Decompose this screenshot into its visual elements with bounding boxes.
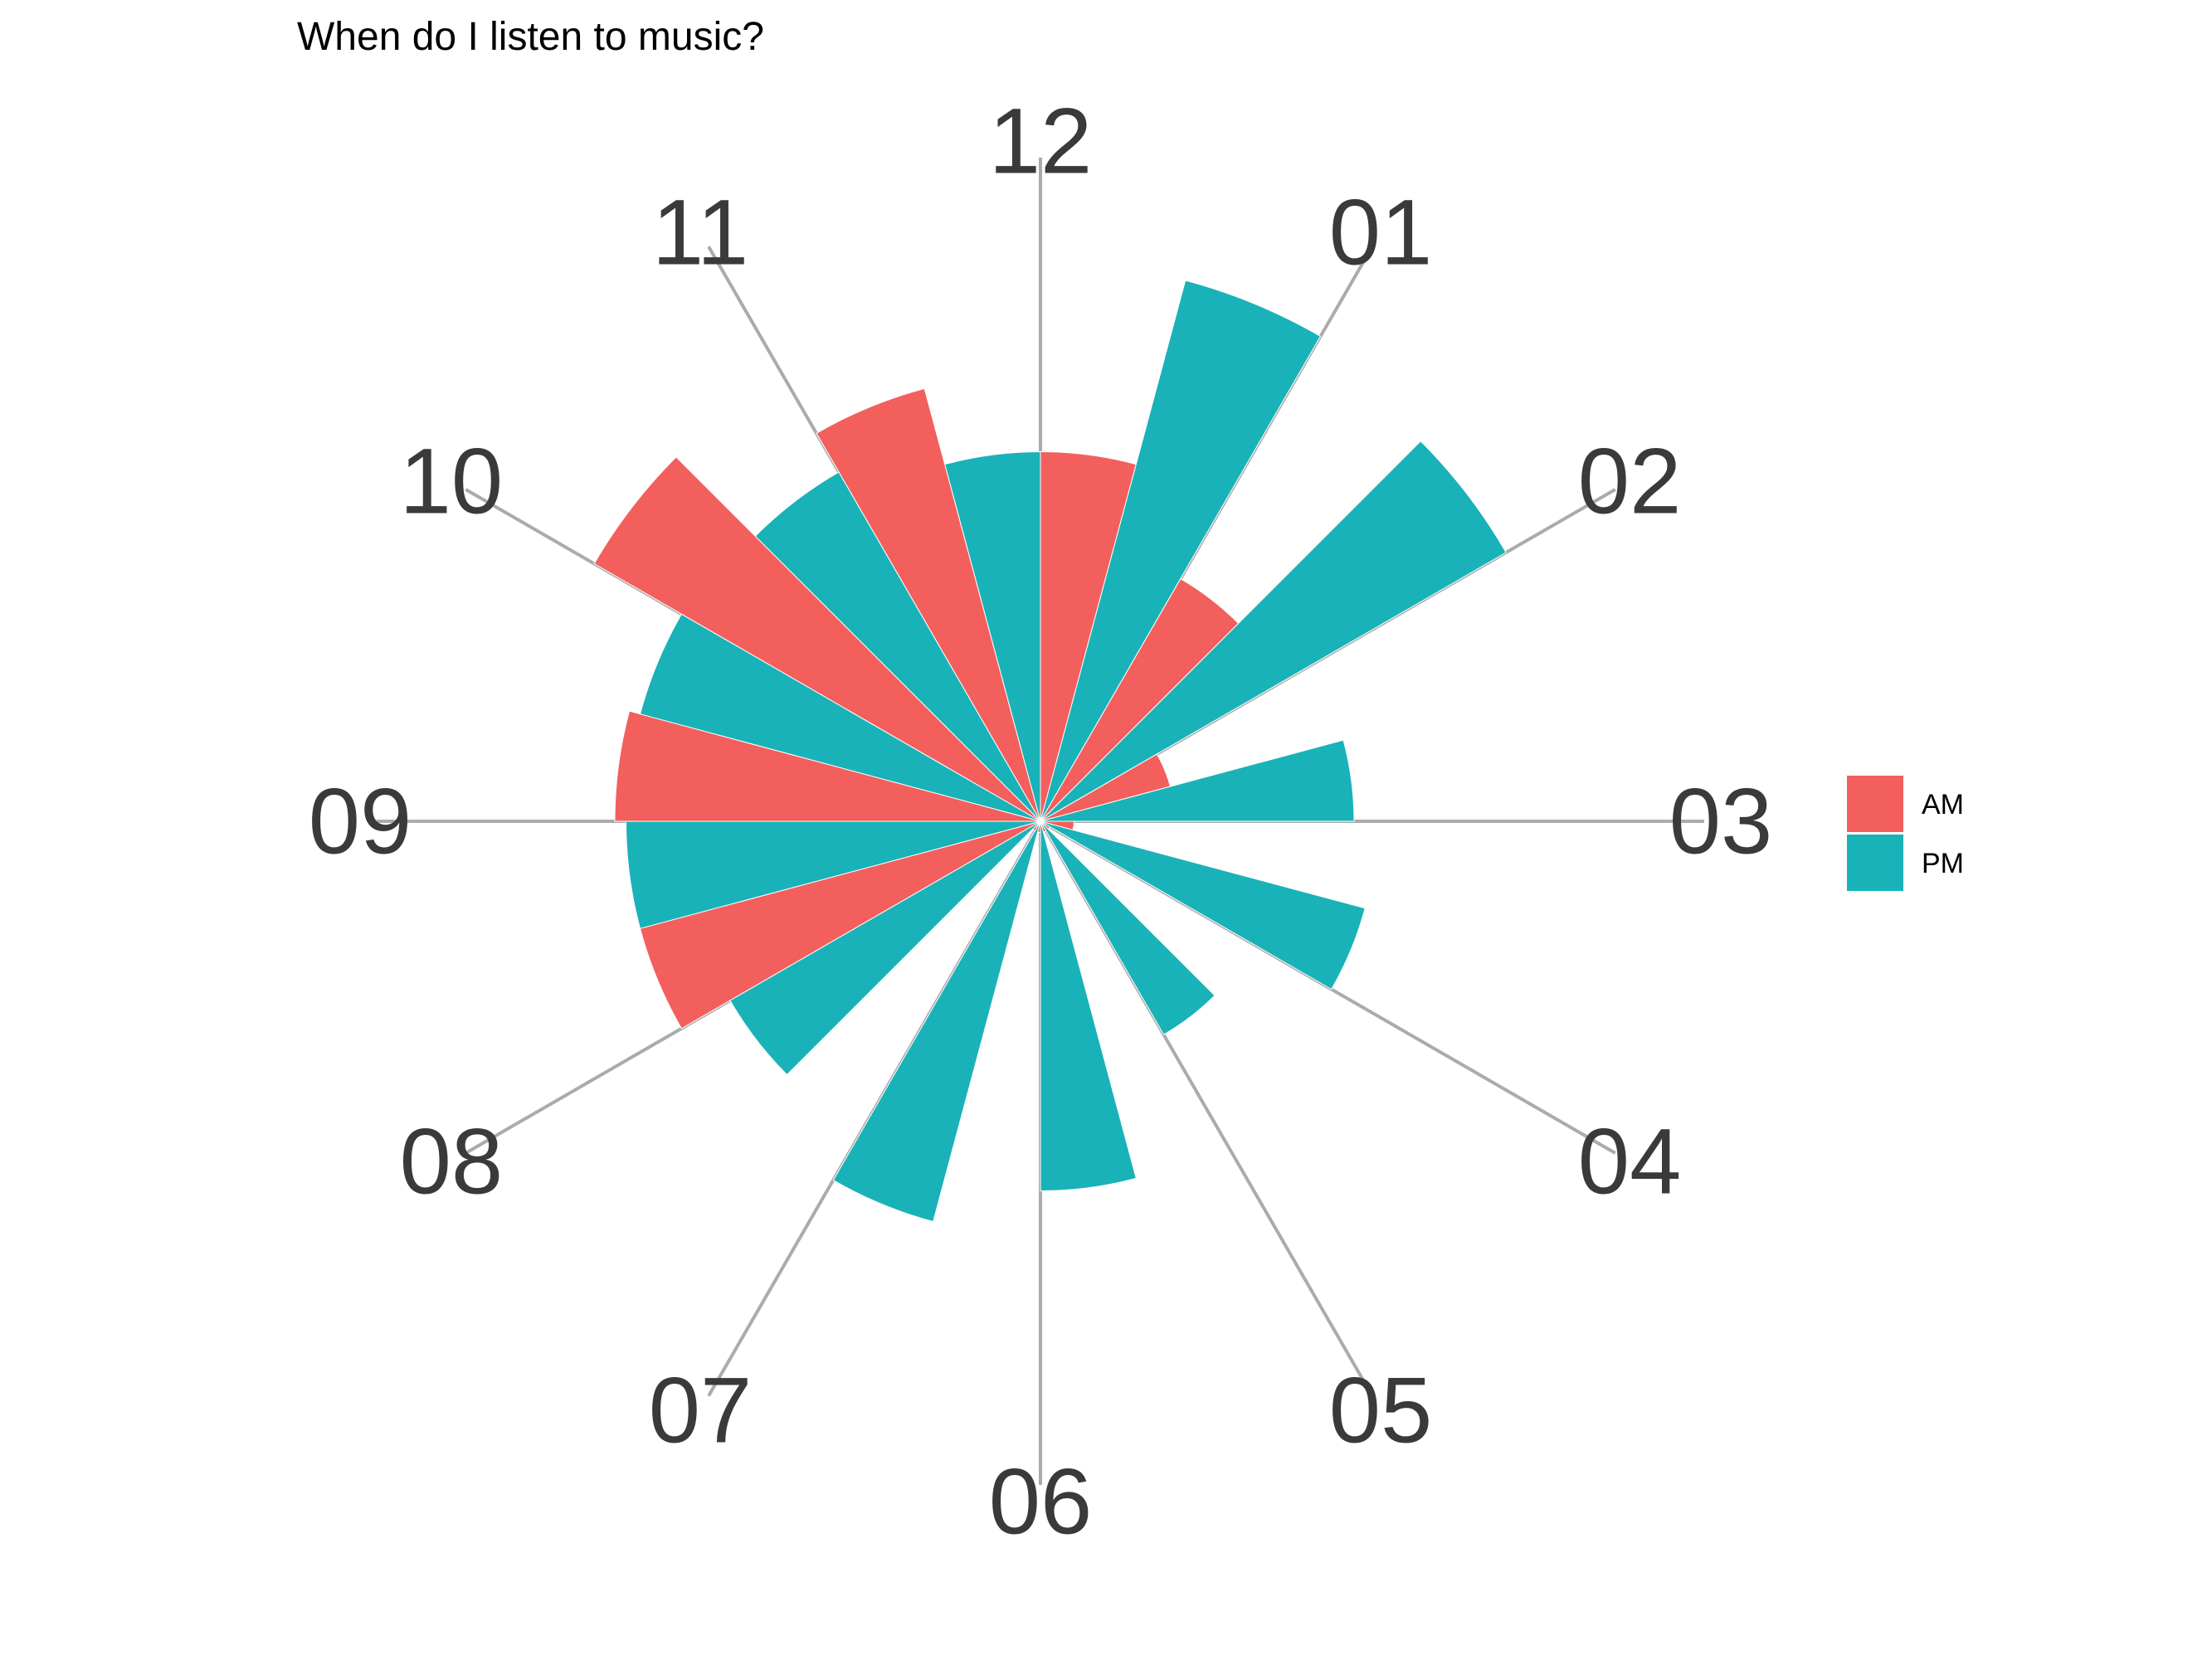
legend-label-am: AM xyxy=(1922,789,1964,820)
bar-pm-09 xyxy=(639,613,1041,822)
legend-swatch-am xyxy=(1847,776,1903,832)
bar-am-09 xyxy=(614,710,1041,822)
chart-title: When do I listen to music? xyxy=(297,15,764,59)
hour-labels: 12 01 02 03 04 05 06 07 08 09 10 11 xyxy=(309,90,1773,1554)
bar-pm-03 xyxy=(1040,820,1366,991)
hour-label-10: 10 xyxy=(400,430,504,533)
legend-label-pm: PM xyxy=(1922,848,1964,879)
bar-pm-11 xyxy=(944,450,1041,822)
hour-label-05: 05 xyxy=(1329,1359,1433,1463)
bar-pm-04 xyxy=(1040,820,1216,1035)
hour-label-07: 07 xyxy=(649,1359,753,1463)
bar-pm-06 xyxy=(832,820,1041,1223)
hour-label-06: 06 xyxy=(989,1450,1093,1554)
bar-pm-10 xyxy=(754,471,1041,822)
legend: AM PM xyxy=(1847,776,1964,891)
bar-pm-12 xyxy=(1040,280,1322,822)
hour-label-01: 01 xyxy=(1329,180,1433,284)
hour-label-11: 11 xyxy=(652,180,748,284)
bars xyxy=(593,280,1507,1223)
hour-label-08: 08 xyxy=(400,1110,504,1214)
bar-am-10 xyxy=(593,456,1041,822)
bar-pm-01 xyxy=(1040,441,1507,822)
bar-pm-07 xyxy=(729,820,1041,1076)
bar-pm-05 xyxy=(1040,820,1137,1192)
legend-swatch-pm xyxy=(1847,835,1903,891)
bar-am-11 xyxy=(816,387,1041,822)
hour-label-09: 09 xyxy=(309,770,412,874)
hour-label-02: 02 xyxy=(1578,430,1682,533)
hour-label-04: 04 xyxy=(1578,1110,1682,1214)
hour-label-12: 12 xyxy=(989,90,1093,193)
bar-pm-08 xyxy=(625,820,1041,929)
hour-label-03: 03 xyxy=(1669,770,1773,874)
bar-pm-02 xyxy=(1040,739,1355,822)
